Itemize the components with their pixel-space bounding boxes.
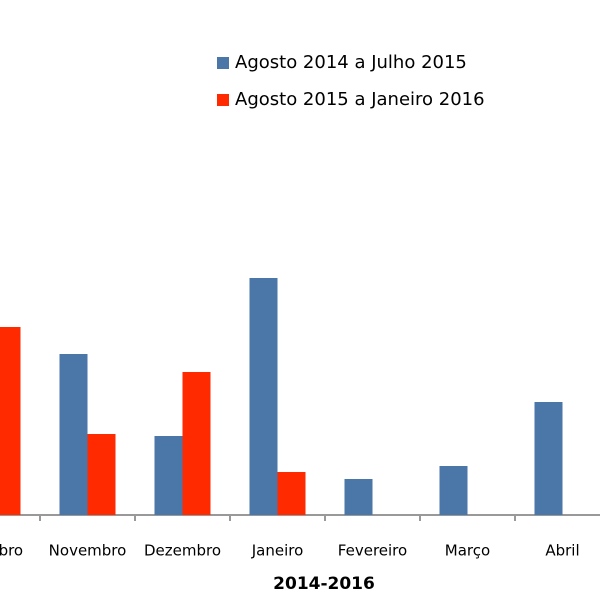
bar — [277, 472, 306, 515]
legend-swatch — [217, 57, 229, 69]
bar — [534, 402, 563, 515]
legend-swatch — [217, 94, 229, 106]
bar — [344, 479, 373, 515]
x-tick-label: Março — [445, 542, 490, 560]
bar — [439, 466, 468, 515]
bar — [154, 436, 183, 515]
x-tick-label: Novembro — [49, 542, 127, 560]
x-tick-label: Janeiro — [251, 542, 304, 560]
bar — [59, 354, 88, 515]
x-tick-label: Fevereiro — [338, 542, 407, 560]
x-tick-label: Outubro — [0, 542, 23, 560]
bar — [182, 372, 211, 515]
bar — [87, 434, 116, 515]
x-tick-label: Dezembro — [144, 542, 221, 560]
legend-label: Agosto 2015 a Janeiro 2016 — [235, 89, 485, 110]
bar — [0, 327, 21, 515]
x-tick-label: Abril — [545, 542, 579, 560]
x-axis-title: 2014-2016 — [273, 574, 375, 594]
legend-label: Agosto 2014 a Julho 2015 — [235, 52, 467, 73]
bar — [249, 278, 278, 515]
